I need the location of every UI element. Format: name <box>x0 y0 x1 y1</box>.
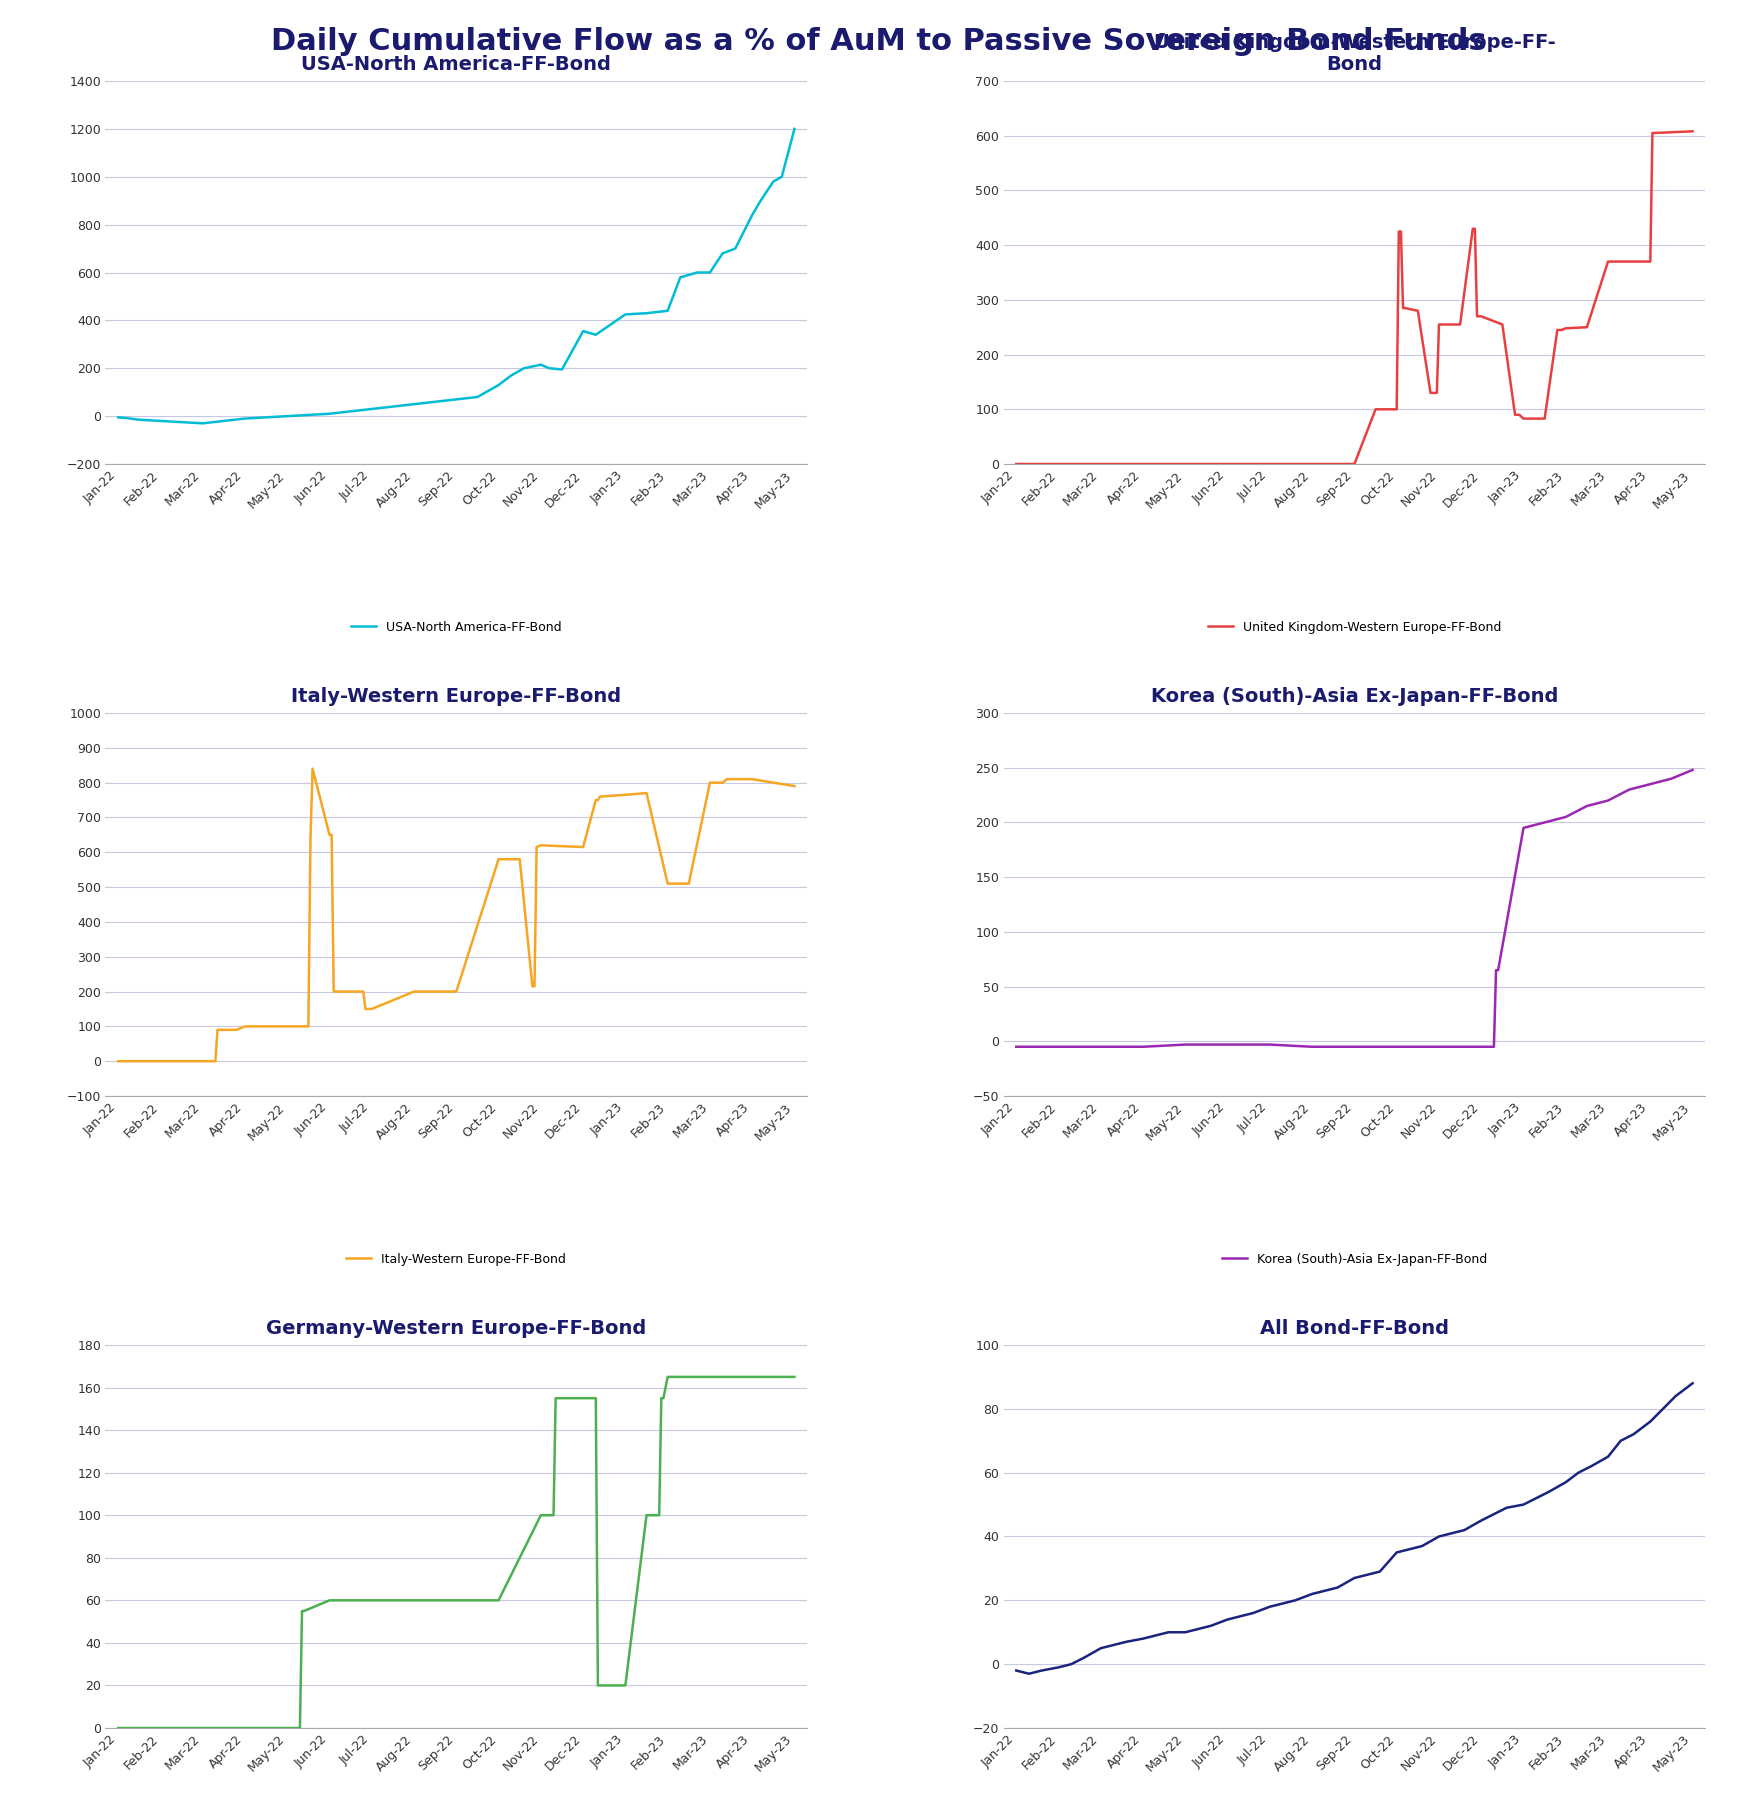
Title: Italy-Western Europe-FF-Bond: Italy-Western Europe-FF-Bond <box>292 688 620 706</box>
Legend: Italy-Western Europe-FF-Bond: Italy-Western Europe-FF-Bond <box>341 1247 571 1271</box>
Title: United Kingdom-Western Europe-FF-
Bond: United Kingdom-Western Europe-FF- Bond <box>1153 32 1555 74</box>
Title: Germany-Western Europe-FF-Bond: Germany-Western Europe-FF-Bond <box>265 1319 647 1337</box>
Title: Korea (South)-Asia Ex-Japan-FF-Bond: Korea (South)-Asia Ex-Japan-FF-Bond <box>1151 688 1557 706</box>
Text: Daily Cumulative Flow as a % of AuM to Passive Sovereign Bond Funds: Daily Cumulative Flow as a % of AuM to P… <box>271 27 1486 56</box>
Title: USA-North America-FF-Bond: USA-North America-FF-Bond <box>300 54 611 74</box>
Legend: United Kingdom-Western Europe-FF-Bond: United Kingdom-Western Europe-FF-Bond <box>1202 616 1506 639</box>
Legend: USA-North America-FF-Bond: USA-North America-FF-Bond <box>346 616 566 639</box>
Title: All Bond-FF-Bond: All Bond-FF-Bond <box>1260 1319 1448 1337</box>
Legend: Korea (South)-Asia Ex-Japan-FF-Bond: Korea (South)-Asia Ex-Japan-FF-Bond <box>1216 1247 1492 1271</box>
